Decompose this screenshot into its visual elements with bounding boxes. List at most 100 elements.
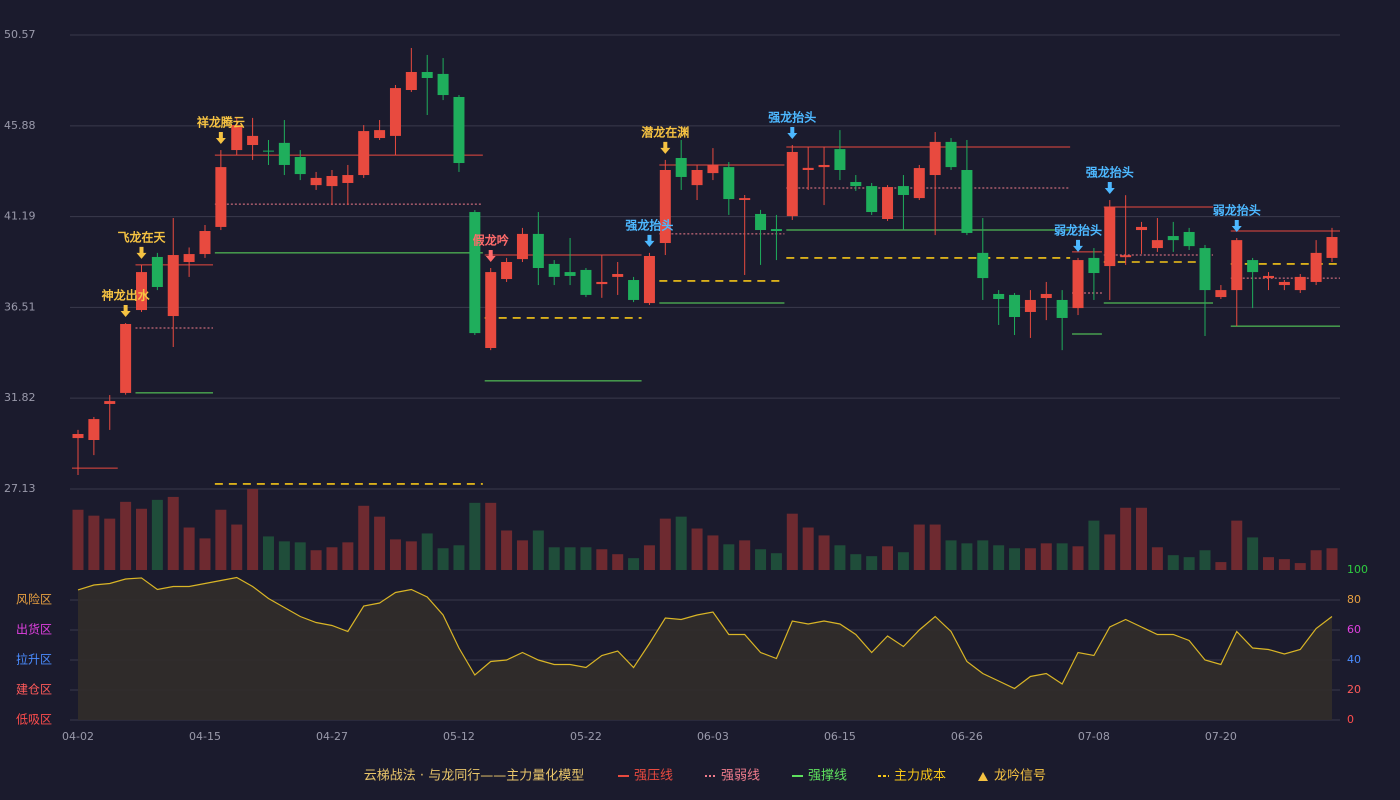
volume-bar bbox=[1278, 559, 1290, 570]
candle-body bbox=[437, 73, 449, 96]
x-tick-label: 06-26 bbox=[951, 730, 983, 743]
legend-label: 龙吟信号 bbox=[994, 768, 1046, 784]
candle-body bbox=[183, 254, 195, 262]
volume-bar bbox=[882, 546, 894, 570]
candle-body bbox=[278, 142, 290, 165]
volume-bar bbox=[1310, 550, 1322, 570]
signal-arrow bbox=[660, 141, 671, 154]
indicator-tick-label: 100 bbox=[1347, 563, 1368, 576]
volume-bar bbox=[72, 509, 84, 570]
signal-arrow bbox=[120, 305, 131, 318]
volume-bar bbox=[104, 518, 116, 570]
candle-body bbox=[739, 198, 751, 201]
candle-body bbox=[1231, 240, 1243, 291]
volume-bar bbox=[1215, 562, 1227, 570]
candle-body bbox=[628, 280, 640, 300]
candle-body bbox=[786, 151, 798, 217]
volume-bar bbox=[421, 533, 433, 570]
candle-body bbox=[818, 164, 830, 168]
signal-arrow bbox=[1231, 219, 1242, 232]
candle-body bbox=[151, 256, 163, 287]
volume-bar bbox=[183, 527, 195, 570]
volume-bar bbox=[326, 547, 338, 570]
candle-body bbox=[548, 263, 560, 277]
candle-body bbox=[707, 164, 719, 174]
candle-body bbox=[834, 149, 846, 170]
candle-body bbox=[215, 167, 227, 227]
candle-body bbox=[866, 186, 878, 213]
candle-body bbox=[961, 169, 973, 233]
volume-bar bbox=[135, 508, 147, 570]
candle-body bbox=[1072, 260, 1084, 309]
indicator-tick-label: 60 bbox=[1347, 623, 1361, 636]
x-tick-label: 07-20 bbox=[1205, 730, 1237, 743]
candle-body bbox=[929, 141, 941, 176]
volume-bar bbox=[945, 540, 957, 570]
candle-body bbox=[231, 125, 243, 151]
y-tick-label: 31.82 bbox=[4, 391, 36, 404]
candle-body bbox=[643, 255, 655, 304]
indicator-tick-label: 0 bbox=[1347, 713, 1354, 726]
volume-bar bbox=[453, 545, 465, 570]
candle-body bbox=[247, 135, 259, 146]
signal-arrow bbox=[485, 250, 496, 263]
x-tick-label: 04-27 bbox=[316, 730, 348, 743]
volume-bar bbox=[262, 536, 274, 570]
x-tick-label: 07-08 bbox=[1078, 730, 1110, 743]
volume-bar bbox=[1104, 534, 1116, 570]
candle-body bbox=[612, 274, 624, 277]
signal-label: 潜龙在渊 bbox=[641, 124, 689, 139]
candle-body bbox=[882, 187, 894, 220]
signal-label: 飞龙在天 bbox=[117, 229, 166, 244]
volume-bar bbox=[1120, 507, 1132, 570]
candle-body bbox=[993, 293, 1005, 299]
candle-body bbox=[88, 419, 100, 440]
volume-bar bbox=[358, 505, 370, 570]
candle-body bbox=[802, 167, 814, 170]
volume-bar bbox=[564, 547, 576, 570]
candle-body bbox=[691, 169, 703, 186]
volume-bar bbox=[707, 535, 719, 570]
x-tick-label: 04-02 bbox=[62, 730, 94, 743]
signal-arrow bbox=[215, 132, 226, 145]
legend-label: 强弱线 bbox=[721, 769, 760, 784]
candle-body bbox=[1167, 236, 1179, 241]
zone-label: 风险区 bbox=[16, 592, 52, 607]
volume-bar bbox=[834, 545, 846, 570]
volume-bar bbox=[850, 554, 862, 570]
signal-label: 强龙抬头 bbox=[768, 110, 816, 125]
volume-bar bbox=[1263, 557, 1275, 570]
volume-bar bbox=[437, 548, 449, 570]
volume-bar bbox=[961, 543, 973, 570]
candle-body bbox=[977, 252, 989, 279]
candle-body bbox=[516, 233, 528, 260]
volume-bar bbox=[532, 530, 544, 570]
candle-body bbox=[675, 157, 687, 177]
volume-bar bbox=[818, 535, 830, 570]
indicator-tick-label: 80 bbox=[1347, 593, 1361, 606]
candle-body bbox=[342, 175, 354, 183]
volume-bar bbox=[548, 547, 560, 570]
candle-body bbox=[405, 71, 417, 91]
volume-bar bbox=[1199, 550, 1211, 570]
candle-body bbox=[596, 281, 608, 285]
candle-body bbox=[310, 177, 322, 186]
candle-body bbox=[580, 269, 592, 295]
x-tick-label: 04-15 bbox=[189, 730, 221, 743]
candle-body bbox=[532, 233, 544, 269]
volume-bar bbox=[866, 556, 878, 570]
volume-bar bbox=[596, 549, 608, 570]
legend-label: 主力成本 bbox=[894, 769, 946, 784]
y-tick-label: 27.13 bbox=[4, 482, 36, 495]
volume-bar bbox=[1151, 547, 1163, 570]
candle-body bbox=[755, 213, 767, 231]
volume-bar bbox=[659, 518, 671, 570]
volume-bar bbox=[755, 549, 767, 570]
candle-body bbox=[374, 130, 386, 139]
candle-body bbox=[1104, 206, 1116, 267]
volume-bar bbox=[612, 554, 624, 570]
volume-bar bbox=[278, 541, 290, 570]
volume-bar bbox=[151, 499, 163, 570]
candle-body bbox=[723, 167, 735, 200]
